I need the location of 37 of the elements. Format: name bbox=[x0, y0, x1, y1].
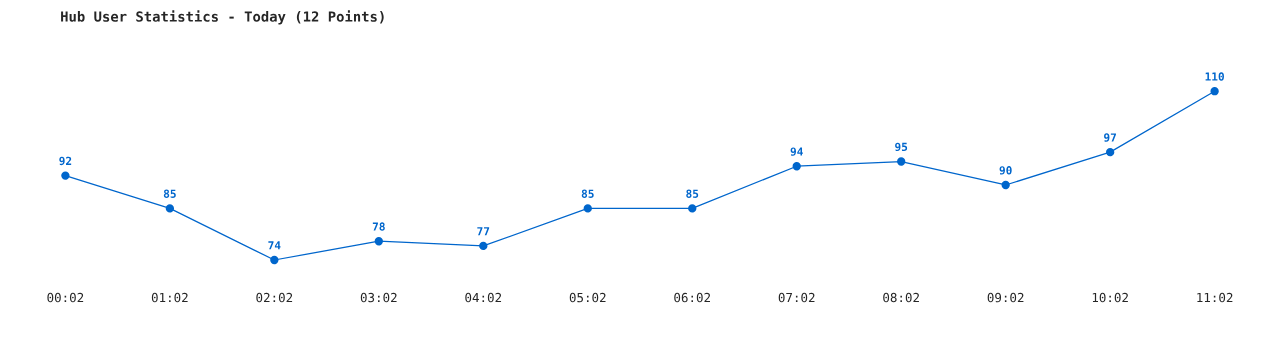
x-tick-label: 08:02 bbox=[883, 292, 919, 303]
point bbox=[583, 204, 592, 213]
x-tick-label: 03:02 bbox=[360, 292, 397, 303]
x-tick-label: 01:02 bbox=[151, 292, 188, 303]
data-label: 74 bbox=[268, 241, 281, 250]
point bbox=[165, 204, 175, 213]
data-label: 92 bbox=[59, 156, 72, 166]
point bbox=[1210, 87, 1219, 96]
point bbox=[897, 157, 906, 166]
x-tick-label: 04:02 bbox=[465, 292, 502, 303]
data-label: 90 bbox=[999, 166, 1012, 175]
point bbox=[479, 241, 488, 251]
data-label: 94 bbox=[790, 147, 803, 156]
data-label: 110 bbox=[1205, 72, 1224, 81]
data-label: 85 bbox=[581, 189, 594, 198]
x-tick-label: 00:02 bbox=[47, 292, 84, 303]
point bbox=[1001, 180, 1010, 190]
point bbox=[61, 171, 70, 180]
x-tick-label: 11:02 bbox=[1197, 292, 1233, 303]
x-tick-label: 05:02 bbox=[569, 292, 606, 303]
point bbox=[270, 255, 279, 265]
data-label: 85 bbox=[686, 189, 699, 198]
point bbox=[688, 204, 697, 213]
point bbox=[792, 162, 801, 171]
point bbox=[374, 237, 383, 246]
data-label: 95 bbox=[895, 142, 908, 152]
data-label: 85 bbox=[163, 189, 176, 198]
x-tick-label: 09:02 bbox=[987, 292, 1024, 303]
data-label: 77 bbox=[477, 227, 490, 236]
point bbox=[1105, 147, 1115, 157]
x-tick-label: 07:02 bbox=[778, 292, 815, 303]
x-tick-label: 02:02 bbox=[256, 292, 293, 303]
x-tick-label: 10:02 bbox=[1092, 292, 1128, 303]
data-label: 78 bbox=[372, 222, 385, 231]
chart-title: Hub User Statistics - Today (12 Points) bbox=[61, 10, 384, 25]
data-label: 97 bbox=[1104, 133, 1116, 142]
x-tick-label: 06:02 bbox=[674, 292, 710, 303]
